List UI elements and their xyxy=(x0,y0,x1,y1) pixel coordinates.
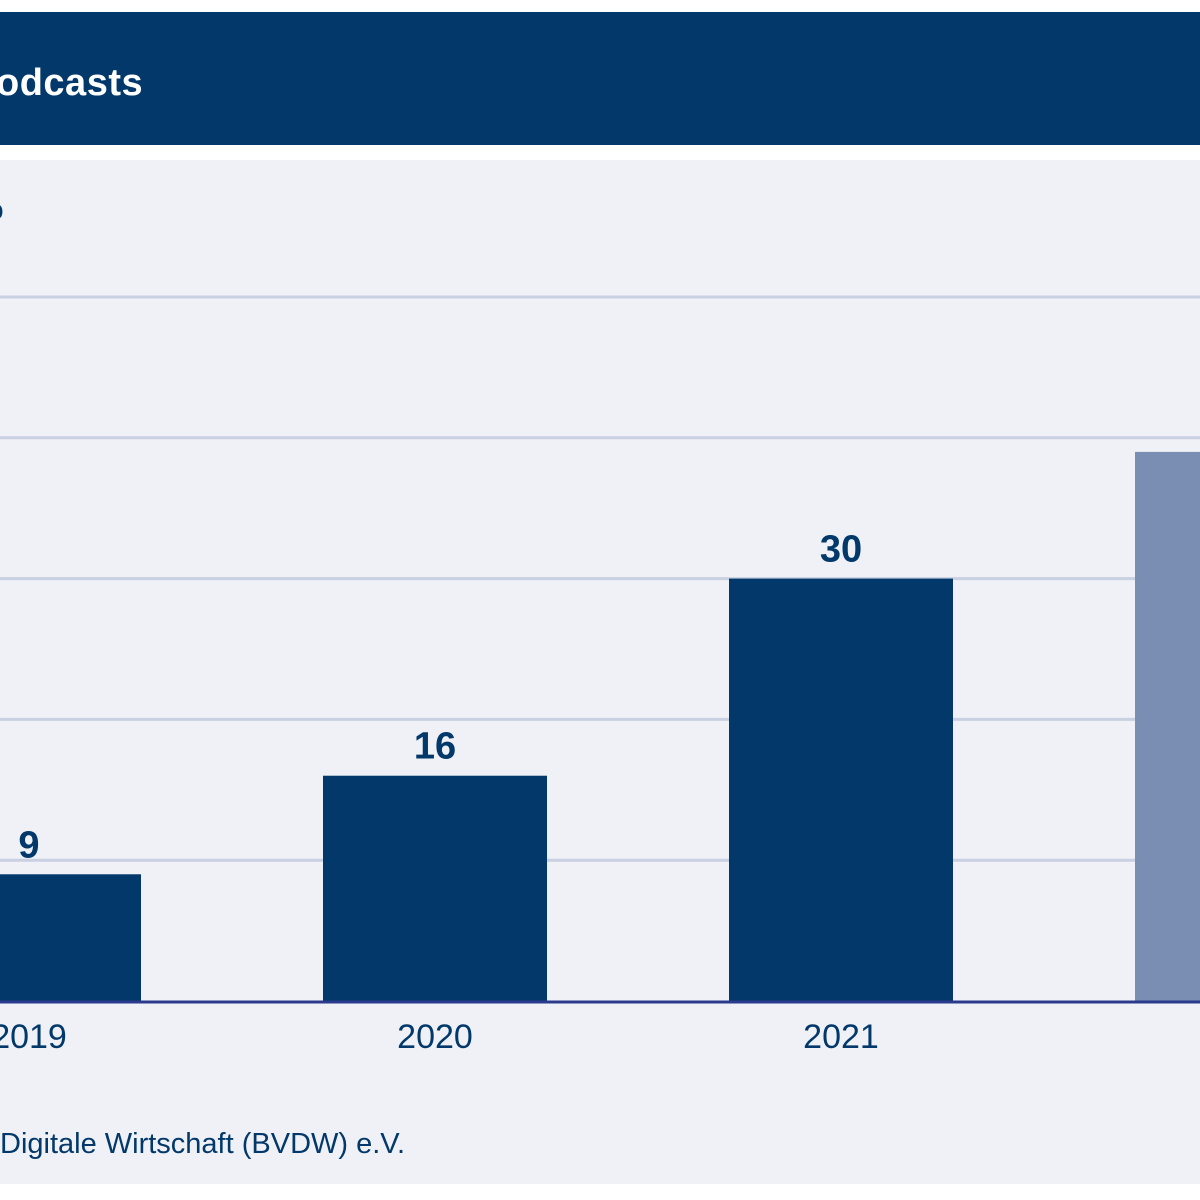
chart-panel: o 9201916202030202139Pr Digitale Wirtsch… xyxy=(0,160,1200,1184)
bar-2020 xyxy=(323,775,547,1001)
bar-Pr xyxy=(1135,451,1200,1001)
category-label-2019: 2019 xyxy=(0,1018,67,1056)
category-label-2021: 2021 xyxy=(803,1018,879,1056)
category-label-2020: 2020 xyxy=(397,1018,473,1056)
unit-label: o xyxy=(0,196,4,224)
value-label-2021: 30 xyxy=(820,529,862,571)
bar-chart: 9201916202030202139Pr xyxy=(0,295,1200,1056)
chart-title: odcasts xyxy=(0,62,144,104)
value-label-2020: 16 xyxy=(414,726,456,768)
chart-header: odcasts xyxy=(0,12,1200,145)
bar-2019 xyxy=(0,874,141,1001)
value-label-2019: 9 xyxy=(18,824,39,866)
bar-2021 xyxy=(729,578,953,1001)
source-note: Digitale Wirtschaft (BVDW) e.V. xyxy=(0,1128,406,1160)
